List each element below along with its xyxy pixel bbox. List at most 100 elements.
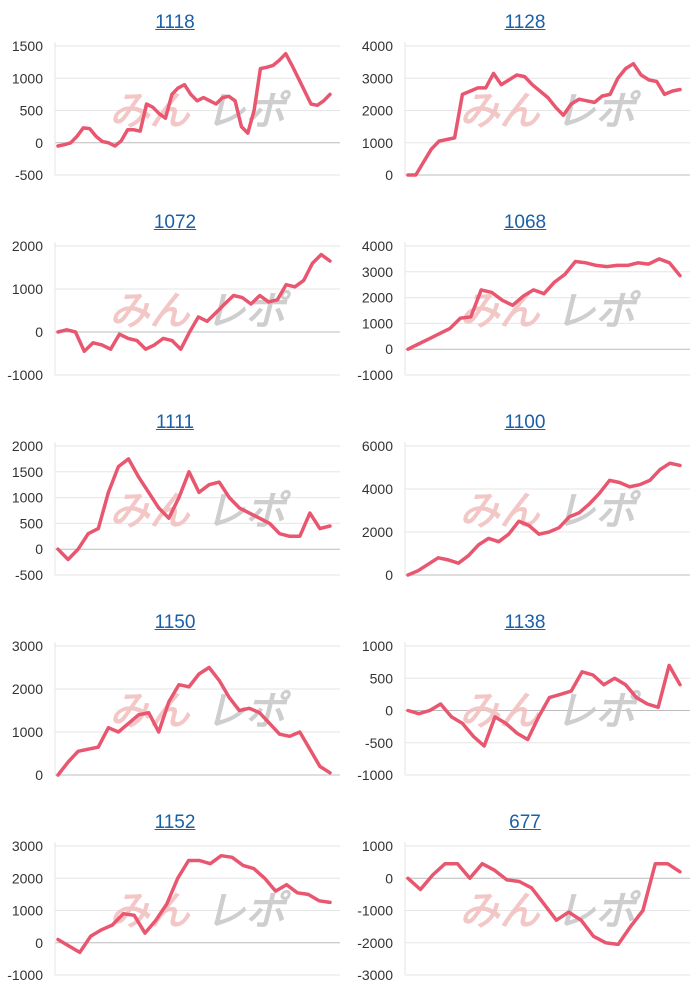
y-tick-label: 1000: [362, 135, 393, 151]
series-line: [406, 61, 682, 177]
watermark-text-1: みん: [110, 89, 192, 135]
line-chart: 0 2000 4000 6000 みん レポ: [362, 438, 690, 583]
chart-panel: 1150 0 1000 2000 3000 みん レポ: [0, 600, 350, 800]
series-line: [406, 461, 682, 577]
series-line: [56, 51, 332, 148]
line-chart: -1000 0 1000 2000 3000 みん レポ: [7, 838, 340, 983]
y-tick-label: 3000: [12, 638, 43, 654]
chart-panel: 1100 0 2000 4000 6000 みん レポ: [350, 400, 700, 600]
y-tick-label: 2000: [362, 290, 393, 306]
watermark: みん レポ: [110, 89, 292, 135]
y-tick-label: 500: [20, 103, 44, 119]
watermark-text-2: レポ: [556, 89, 642, 135]
chart-panel: 1152 -1000 0 1000 2000 3000 みん レポ: [0, 800, 350, 1000]
y-tick-label: -1000: [357, 767, 393, 783]
y-tick-label: -2000: [357, 935, 393, 951]
y-tick-label: 1000: [12, 490, 43, 506]
y-tick-label: -3000: [357, 967, 393, 983]
watermark: みん レポ: [460, 689, 642, 735]
y-tick-label: 6000: [362, 438, 393, 454]
chart-panel: 1068 -1000 0 1000 2000 3000 4000 みん レポ: [350, 200, 700, 400]
watermark-text-1: みん: [460, 89, 542, 135]
line-chart: 0 1000 2000 3000 4000 みん レポ: [362, 38, 690, 183]
series-line: [56, 457, 332, 562]
series-line: [56, 665, 332, 777]
chart-title-link[interactable]: 1111: [155, 412, 195, 433]
y-tick-label: 1500: [12, 38, 43, 54]
y-tick-label: -1000: [7, 367, 43, 383]
line-chart: -1000 0 1000 2000 みん レポ: [7, 238, 340, 383]
series-line: [406, 663, 682, 748]
y-tick-label: 1000: [12, 281, 43, 297]
y-tick-label: 0: [385, 341, 393, 357]
series-line: [406, 861, 682, 947]
y-tick-label: 1000: [362, 638, 393, 654]
watermark-text-2: レポ: [206, 889, 292, 935]
line-chart: 0 1000 2000 3000 みん レポ: [12, 638, 340, 783]
y-tick-label: 1000: [12, 903, 43, 919]
y-tick-label: 0: [35, 767, 43, 783]
y-tick-label: -500: [365, 735, 393, 751]
watermark: みん レポ: [110, 889, 292, 935]
y-tick-label: 500: [20, 515, 44, 531]
watermark-text-2: レポ: [556, 289, 642, 335]
chart-title-link[interactable]: 1150: [154, 612, 196, 633]
chart-panel: 1138 -1000 -500 0 500 1000 みん レポ: [350, 600, 700, 800]
watermark-text-2: レポ: [206, 689, 292, 735]
series-line: [56, 853, 332, 955]
watermark-text-1: みん: [460, 889, 542, 935]
y-tick-label: 3000: [362, 70, 393, 86]
chart-title-link[interactable]: 1100: [504, 412, 546, 433]
y-tick-label: -500: [15, 167, 43, 183]
y-tick-label: 2000: [362, 103, 393, 119]
y-tick-label: -500: [15, 567, 43, 583]
y-tick-label: 4000: [362, 481, 393, 497]
y-tick-label: 2000: [362, 524, 393, 540]
chart-panel: 1118 -500 0 500 1000 1500 みん レポ: [0, 0, 350, 200]
y-tick-label: 500: [370, 670, 394, 686]
y-tick-label: -1000: [357, 903, 393, 919]
chart-panel: 1128 0 1000 2000 3000 4000 みん レポ: [350, 0, 700, 200]
y-tick-label: 1000: [362, 838, 393, 854]
y-tick-label: 3000: [362, 264, 393, 280]
series-line: [406, 257, 682, 351]
y-tick-label: 0: [35, 935, 43, 951]
watermark: みん レポ: [460, 489, 642, 535]
y-tick-label: -1000: [7, 967, 43, 983]
chart-title-link[interactable]: 1138: [504, 612, 546, 633]
watermark: みん レポ: [460, 89, 642, 135]
y-tick-label: 0: [35, 541, 43, 557]
y-tick-label: 0: [385, 167, 393, 183]
y-tick-label: 0: [385, 870, 393, 886]
chart-panel: 1111 -500 0 500 1000 1500 2000 みん レポ: [0, 400, 350, 600]
line-chart: -500 0 500 1000 1500 みん レポ: [12, 38, 340, 183]
line-chart: -1000 0 1000 2000 3000 4000 みん レポ: [357, 238, 690, 383]
y-tick-label: 0: [385, 703, 393, 719]
y-tick-label: 1500: [12, 464, 43, 480]
y-tick-label: 0: [35, 135, 43, 151]
y-tick-label: 2000: [12, 438, 43, 454]
watermark: みん レポ: [110, 289, 292, 335]
chart-panel: 1072 -1000 0 1000 2000 みん レポ: [0, 200, 350, 400]
y-tick-label: 2000: [12, 870, 43, 886]
y-tick-label: 1000: [12, 724, 43, 740]
y-tick-label: 1000: [12, 70, 43, 86]
chart-title-link[interactable]: 1128: [504, 12, 546, 33]
y-tick-label: 0: [35, 324, 43, 340]
line-chart: -1000 -500 0 500 1000 みん レポ: [357, 638, 690, 783]
watermark-text-2: レポ: [556, 689, 642, 735]
watermark: みん レポ: [460, 289, 642, 335]
y-tick-label: 4000: [362, 238, 393, 254]
watermark-text-1: みん: [110, 289, 192, 335]
watermark-text-1: みん: [460, 689, 542, 735]
watermark: みん レポ: [110, 689, 292, 735]
chart-title-link[interactable]: 1152: [154, 812, 196, 833]
chart-panel: 677 -3000 -2000 -1000 0 1000 みん レポ: [350, 800, 700, 1000]
chart-title-link[interactable]: 677: [509, 812, 541, 833]
chart-title-link[interactable]: 1072: [153, 212, 197, 233]
chart-title-link[interactable]: 1068: [503, 212, 547, 233]
line-chart: -500 0 500 1000 1500 2000 みん レポ: [12, 438, 340, 583]
chart-title-link[interactable]: 1118: [155, 12, 195, 33]
